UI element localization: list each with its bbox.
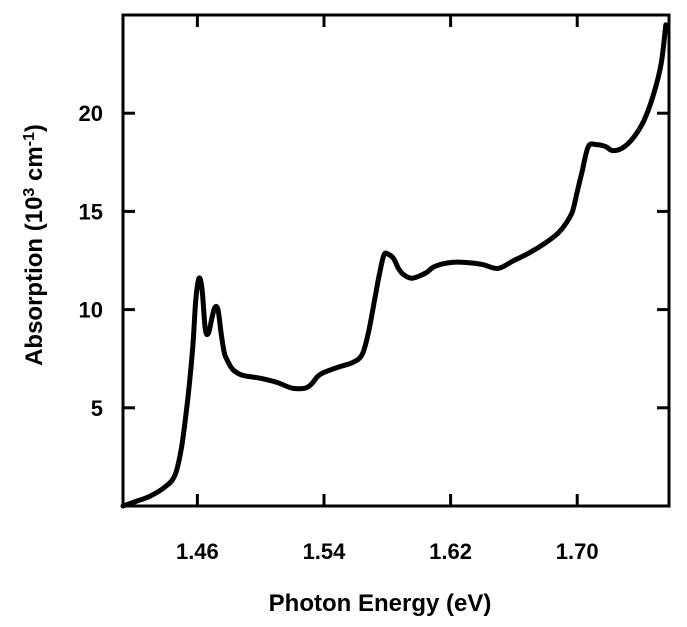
x-tick-label: 1.54 <box>303 539 347 564</box>
x-tick-label: 1.70 <box>556 539 599 564</box>
plot-frame <box>121 13 671 508</box>
x-tick-label: 1.62 <box>429 539 472 564</box>
x-tick-label: 1.46 <box>176 539 219 564</box>
absorption-curve <box>120 22 669 509</box>
x-axis: 1.46 1.54 1.62 1.70 <box>176 15 599 564</box>
y-tick-label: 15 <box>79 199 103 224</box>
y-tick-label: 20 <box>79 101 103 126</box>
x-axis-title: Photon Energy (eV) <box>269 590 492 617</box>
y-axis: 5 10 15 20 <box>79 101 669 421</box>
y-tick-label: 10 <box>79 298 103 323</box>
y-tick-label: 5 <box>91 396 103 421</box>
y-axis-title: Absorption (103 cm-1) <box>21 124 49 366</box>
